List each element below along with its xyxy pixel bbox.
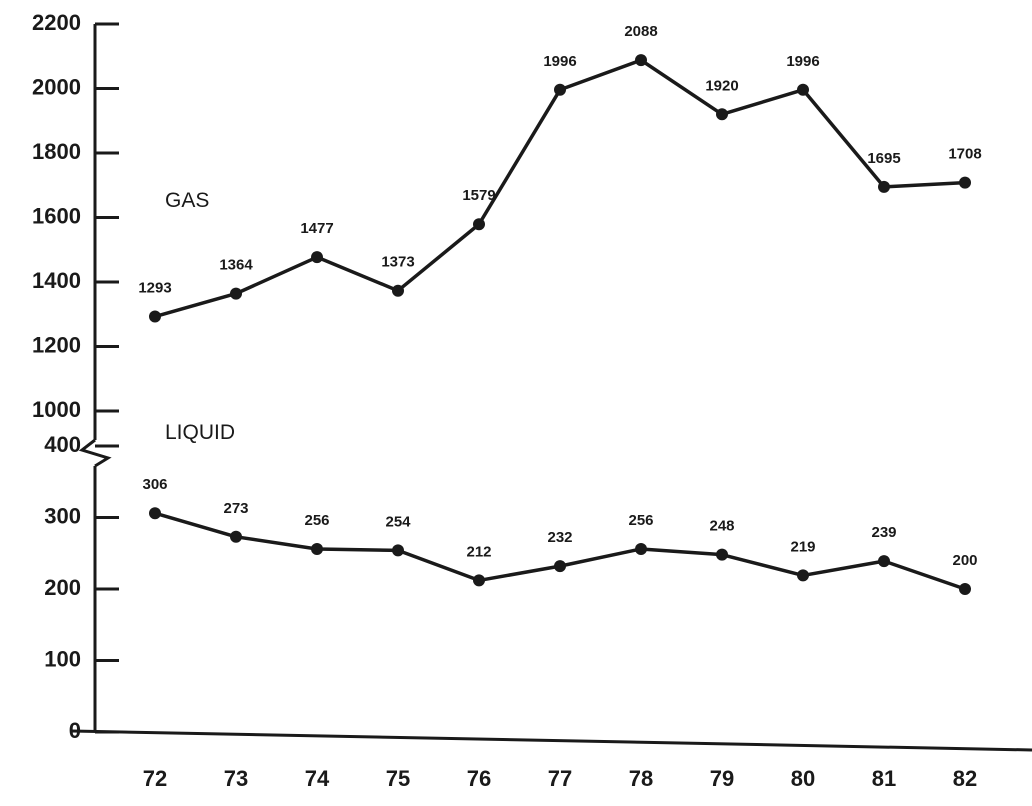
x-tick-label: 74 [305,766,330,791]
x-tick-label: 77 [548,766,572,791]
data-label: 1373 [381,254,414,271]
y-tick-label: 2200 [32,10,81,35]
data-label: 1579 [462,187,495,204]
data-point [473,574,485,587]
series-label: GAS [165,189,209,212]
y-tick-label: 1600 [32,203,81,228]
x-tick-label: 79 [710,766,734,791]
data-label: 212 [466,543,491,560]
data-point [716,108,728,121]
series-line [154,58,966,319]
y-tick-label: 400 [44,432,81,457]
x-tick-label: 75 [386,766,410,791]
data-label: 219 [790,538,815,555]
x-tick-label: 76 [467,766,491,791]
x-tick-label: 81 [872,766,896,791]
x-tick-label: 73 [224,766,248,791]
data-label: 254 [385,513,411,530]
y-tick-label: 1800 [32,139,81,164]
x-tick-label: 78 [629,766,653,791]
data-point [149,310,161,323]
data-label: 2088 [624,23,657,40]
y-tick-label: 1200 [32,332,81,357]
data-label: 248 [709,518,734,535]
data-point [959,176,971,189]
data-label: 200 [952,552,977,569]
data-point [311,542,323,555]
data-label: 1364 [219,257,253,274]
data-point [797,83,809,96]
data-label: 1477 [300,220,333,237]
data-point [959,583,971,595]
y-tick-label: 2000 [32,74,81,99]
data-label: 1293 [138,279,171,296]
data-point [716,548,728,561]
data-point [554,83,566,96]
y-tick-label: 0 [69,718,81,743]
y-tick-label: 100 [44,646,81,671]
data-point [878,555,890,568]
series-line [154,511,966,591]
data-point [392,544,404,557]
axis-break [78,438,112,468]
data-point [149,507,161,520]
series-label: LIQUID [165,421,235,444]
data-point [473,218,485,231]
data-label: 1708 [948,146,981,163]
x-tick-label: 80 [791,766,815,791]
data-label: 232 [547,529,572,546]
data-point [230,287,242,300]
y-tick-label: 200 [44,575,81,600]
y-tick-label: 1400 [32,268,81,293]
data-point [392,284,404,297]
data-label: 1996 [543,53,576,70]
x-axis [71,729,1032,752]
data-label: 239 [871,524,896,541]
data-point [878,180,890,193]
x-tick-label: 72 [143,766,167,791]
data-point [311,251,323,264]
x-tick-label: 82 [953,766,977,791]
data-label: 1695 [867,150,900,167]
data-label: 1996 [786,53,819,70]
data-point [635,542,647,555]
data-label: 256 [628,512,653,529]
data-label: 256 [304,512,329,529]
data-label: 273 [223,500,248,517]
data-point [230,530,242,543]
y-tick-label: 1000 [32,397,81,422]
y-tick-label: 300 [44,503,81,528]
data-label: 1920 [705,77,738,94]
data-label: 306 [142,476,167,493]
data-point [797,569,809,582]
data-point [554,560,566,573]
data-point [635,54,647,67]
